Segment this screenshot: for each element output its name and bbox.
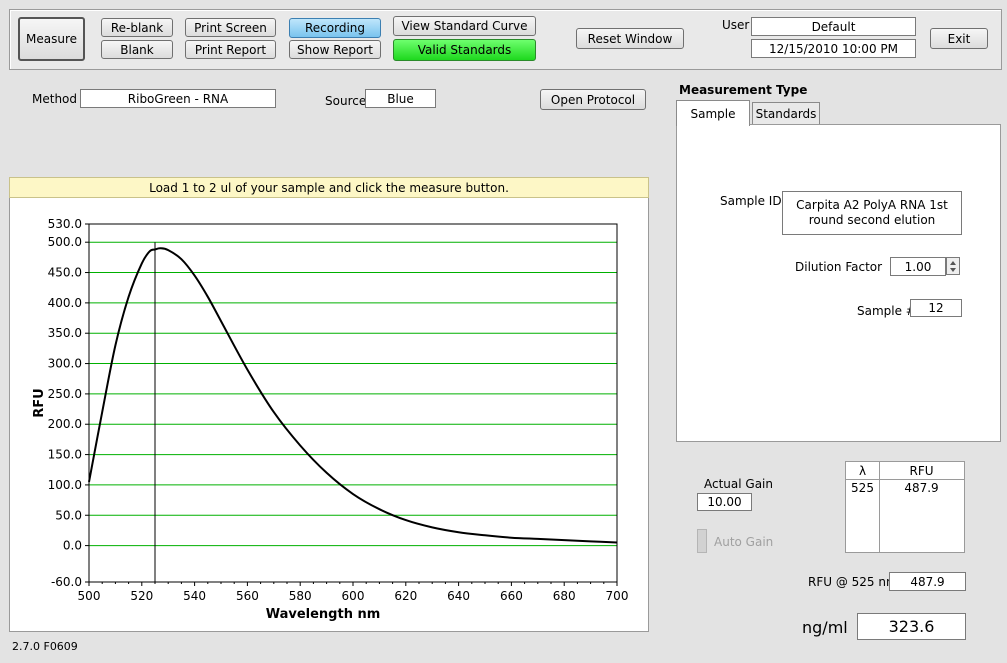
x-tick-label: 560 xyxy=(236,589,259,603)
print-report-button[interactable]: Print Report xyxy=(185,40,276,59)
concentration-field: 323.6 xyxy=(857,613,966,640)
reblank-button[interactable]: Re-blank xyxy=(101,18,173,37)
reset-window-button[interactable]: Reset Window xyxy=(576,28,684,49)
table-cell-wavelength: 525 xyxy=(851,481,874,495)
valid-standards-indicator[interactable]: Valid Standards xyxy=(393,39,536,61)
instruction-banner: Load 1 to 2 ul of your sample and click … xyxy=(9,177,649,198)
spectrum-chart-panel xyxy=(9,177,649,632)
x-tick-label: 680 xyxy=(553,589,576,603)
blank-button[interactable]: Blank xyxy=(101,40,173,59)
y-axis-label: RFU xyxy=(32,388,47,417)
actual-gain-label: Actual Gain xyxy=(704,477,773,491)
x-tick-label: 520 xyxy=(130,589,153,603)
x-axis-label: Wavelength nm xyxy=(266,607,381,622)
sample-id-label: Sample ID xyxy=(720,194,782,208)
y-tick-label: 350.0 xyxy=(48,326,82,340)
sample-number-label: Sample # xyxy=(857,304,916,318)
tab-sample[interactable]: Sample xyxy=(676,100,750,126)
x-tick-label: 640 xyxy=(447,589,470,603)
y-tick-label: 200.0 xyxy=(48,417,82,431)
sample-number-field[interactable]: 12 xyxy=(910,299,962,317)
table-header-lambda: λ xyxy=(846,462,880,480)
print-screen-button[interactable]: Print Screen xyxy=(185,18,276,37)
auto-gain-label: Auto Gain xyxy=(714,535,774,549)
auto-gain-toggle[interactable] xyxy=(697,529,707,553)
y-tick-label: -60.0 xyxy=(51,575,82,589)
recording-button[interactable]: Recording xyxy=(289,18,381,38)
measure-button[interactable]: Measure xyxy=(18,17,85,61)
x-tick-label: 580 xyxy=(289,589,312,603)
method-field[interactable]: RiboGreen - RNA xyxy=(80,89,276,108)
y-tick-label: 150.0 xyxy=(48,448,82,462)
y-tick-label: 250.0 xyxy=(48,387,82,401)
table-header-rfu: RFU xyxy=(879,462,964,480)
tab-standards[interactable]: Standards xyxy=(752,102,820,125)
x-tick-label: 600 xyxy=(342,589,365,603)
spectrum-chart: -60.0 0.0 50.0 100.0 150.0 200.0 250.0 300.0 350… xyxy=(32,217,629,622)
source-label: Source xyxy=(325,94,367,108)
dilution-factor-field[interactable]: 1.00 xyxy=(890,257,946,276)
view-standard-curve-button[interactable]: View Standard Curve xyxy=(393,16,536,36)
rfu-at-label: RFU @ 525 nm xyxy=(808,575,898,589)
dilution-spinner[interactable] xyxy=(946,257,960,275)
y-tick-label: 530.0 xyxy=(48,217,82,231)
actual-gain-field: 10.00 xyxy=(697,493,752,511)
method-label: Method xyxy=(32,92,78,106)
x-tick-label: 540 xyxy=(183,589,206,603)
dilution-factor-label: Dilution Factor xyxy=(795,260,883,274)
user-label: User xyxy=(722,18,750,32)
rfu-at-field: 487.9 xyxy=(889,572,966,591)
exit-button[interactable]: Exit xyxy=(930,28,988,49)
x-tick-label: 500 xyxy=(78,589,101,603)
table-cell-rfu: 487.9 xyxy=(904,481,939,495)
spinner-arrows-icon xyxy=(950,261,956,272)
datetime-field: 12/15/2010 10:00 PM xyxy=(751,39,916,58)
show-report-button[interactable]: Show Report xyxy=(289,40,381,59)
sample-id-field[interactable]: Carpita A2 PolyA RNA 1st round second el… xyxy=(782,191,962,235)
user-field[interactable]: Default xyxy=(751,17,916,36)
plot-frame xyxy=(88,223,618,583)
rfu-table: λ RFU 525 487.9 xyxy=(845,461,965,553)
table-divider xyxy=(879,479,880,552)
y-tick-label: 450.0 xyxy=(48,266,82,280)
source-field[interactable]: Blue xyxy=(365,89,436,108)
y-tick-label: 50.0 xyxy=(55,508,82,522)
y-tick-label: 500.0 xyxy=(48,235,82,249)
y-tick-label: 100.0 xyxy=(48,478,82,492)
measurement-type-title: Measurement Type xyxy=(679,83,808,97)
y-tick-label: 0.0 xyxy=(63,539,82,553)
y-tick-label: 300.0 xyxy=(48,357,82,371)
sample-tab-panel xyxy=(676,124,1001,442)
x-tick-label: 700 xyxy=(606,589,629,603)
rfu-curve xyxy=(88,247,618,544)
x-tick-label: 620 xyxy=(394,589,417,603)
concentration-unit-label: ng/ml xyxy=(802,618,848,637)
y-tick-label: 400.0 xyxy=(48,296,82,310)
x-tick-label: 660 xyxy=(500,589,523,603)
version-label: 2.7.0 F0609 xyxy=(12,640,78,653)
open-protocol-button[interactable]: Open Protocol xyxy=(540,89,646,110)
